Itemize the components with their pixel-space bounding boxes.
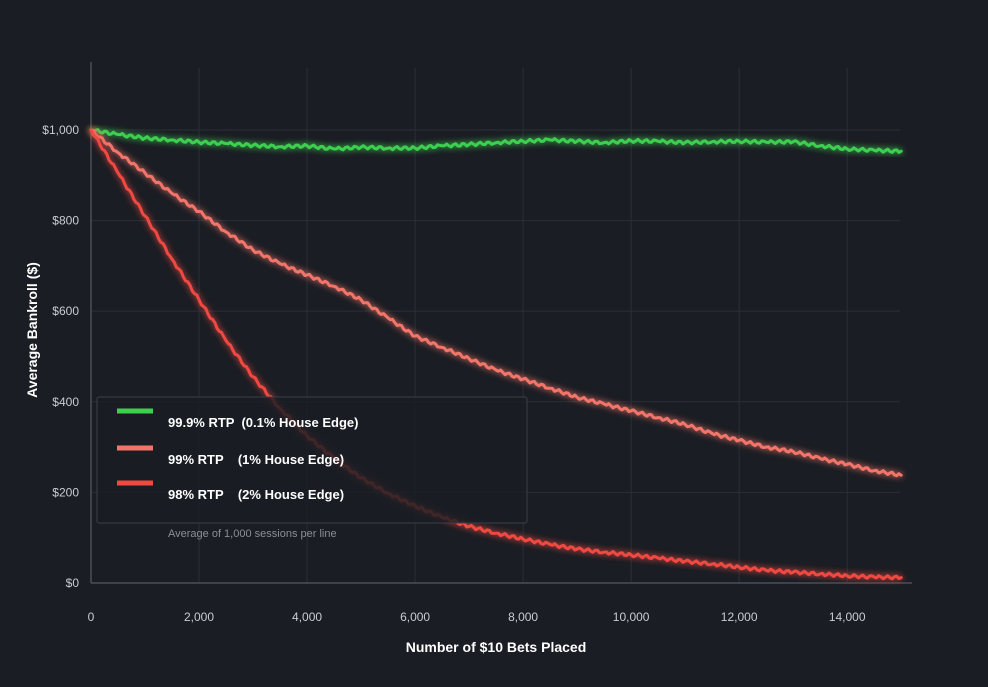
y-tick-label: $0 (66, 576, 80, 590)
series-lines (89, 128, 903, 581)
x-axis-title: Number of $10 Bets Placed (406, 639, 587, 655)
series-line-2 (89, 128, 903, 478)
x-tick-label: 2,000 (184, 610, 214, 624)
y-tick-label: $400 (52, 395, 79, 409)
legend-box (96, 396, 528, 524)
x-tick-label: 12,000 (721, 610, 758, 624)
y-tick-label: $200 (52, 485, 79, 499)
legend-label: 99% RTP (1% House Edge) (168, 452, 344, 467)
series-line-1 (89, 128, 903, 154)
y-axis-title: Average Bankroll ($) (24, 262, 40, 398)
axes: $0 $200 $400 $600 $800 $1,000 0 2,000 4,000 6,000… (42, 62, 912, 624)
x-tick-label: 4,000 (292, 610, 322, 624)
y-tick-label: $1,000 (42, 123, 79, 137)
y-tick-label: $800 (52, 214, 79, 228)
legend: 99.9% RTP (0.1% House Edge) 99% RTP (1% H… (96, 396, 528, 540)
y-tick-label: $600 (52, 304, 79, 318)
legend-label: 99.9% RTP (0.1% House Edge) (168, 415, 359, 430)
legend-note: Average of 1,000 sessions per line (168, 528, 337, 540)
x-tick-label: 14,000 (829, 610, 866, 624)
series-line-3 (89, 128, 903, 581)
x-tick-label: 10,000 (613, 610, 650, 624)
x-tick-label: 8,000 (508, 610, 538, 624)
x-tick-label: 6,000 (400, 610, 430, 624)
legend-label: 98% RTP (2% House Edge) (168, 487, 344, 502)
x-tick-label: 0 (88, 610, 95, 624)
